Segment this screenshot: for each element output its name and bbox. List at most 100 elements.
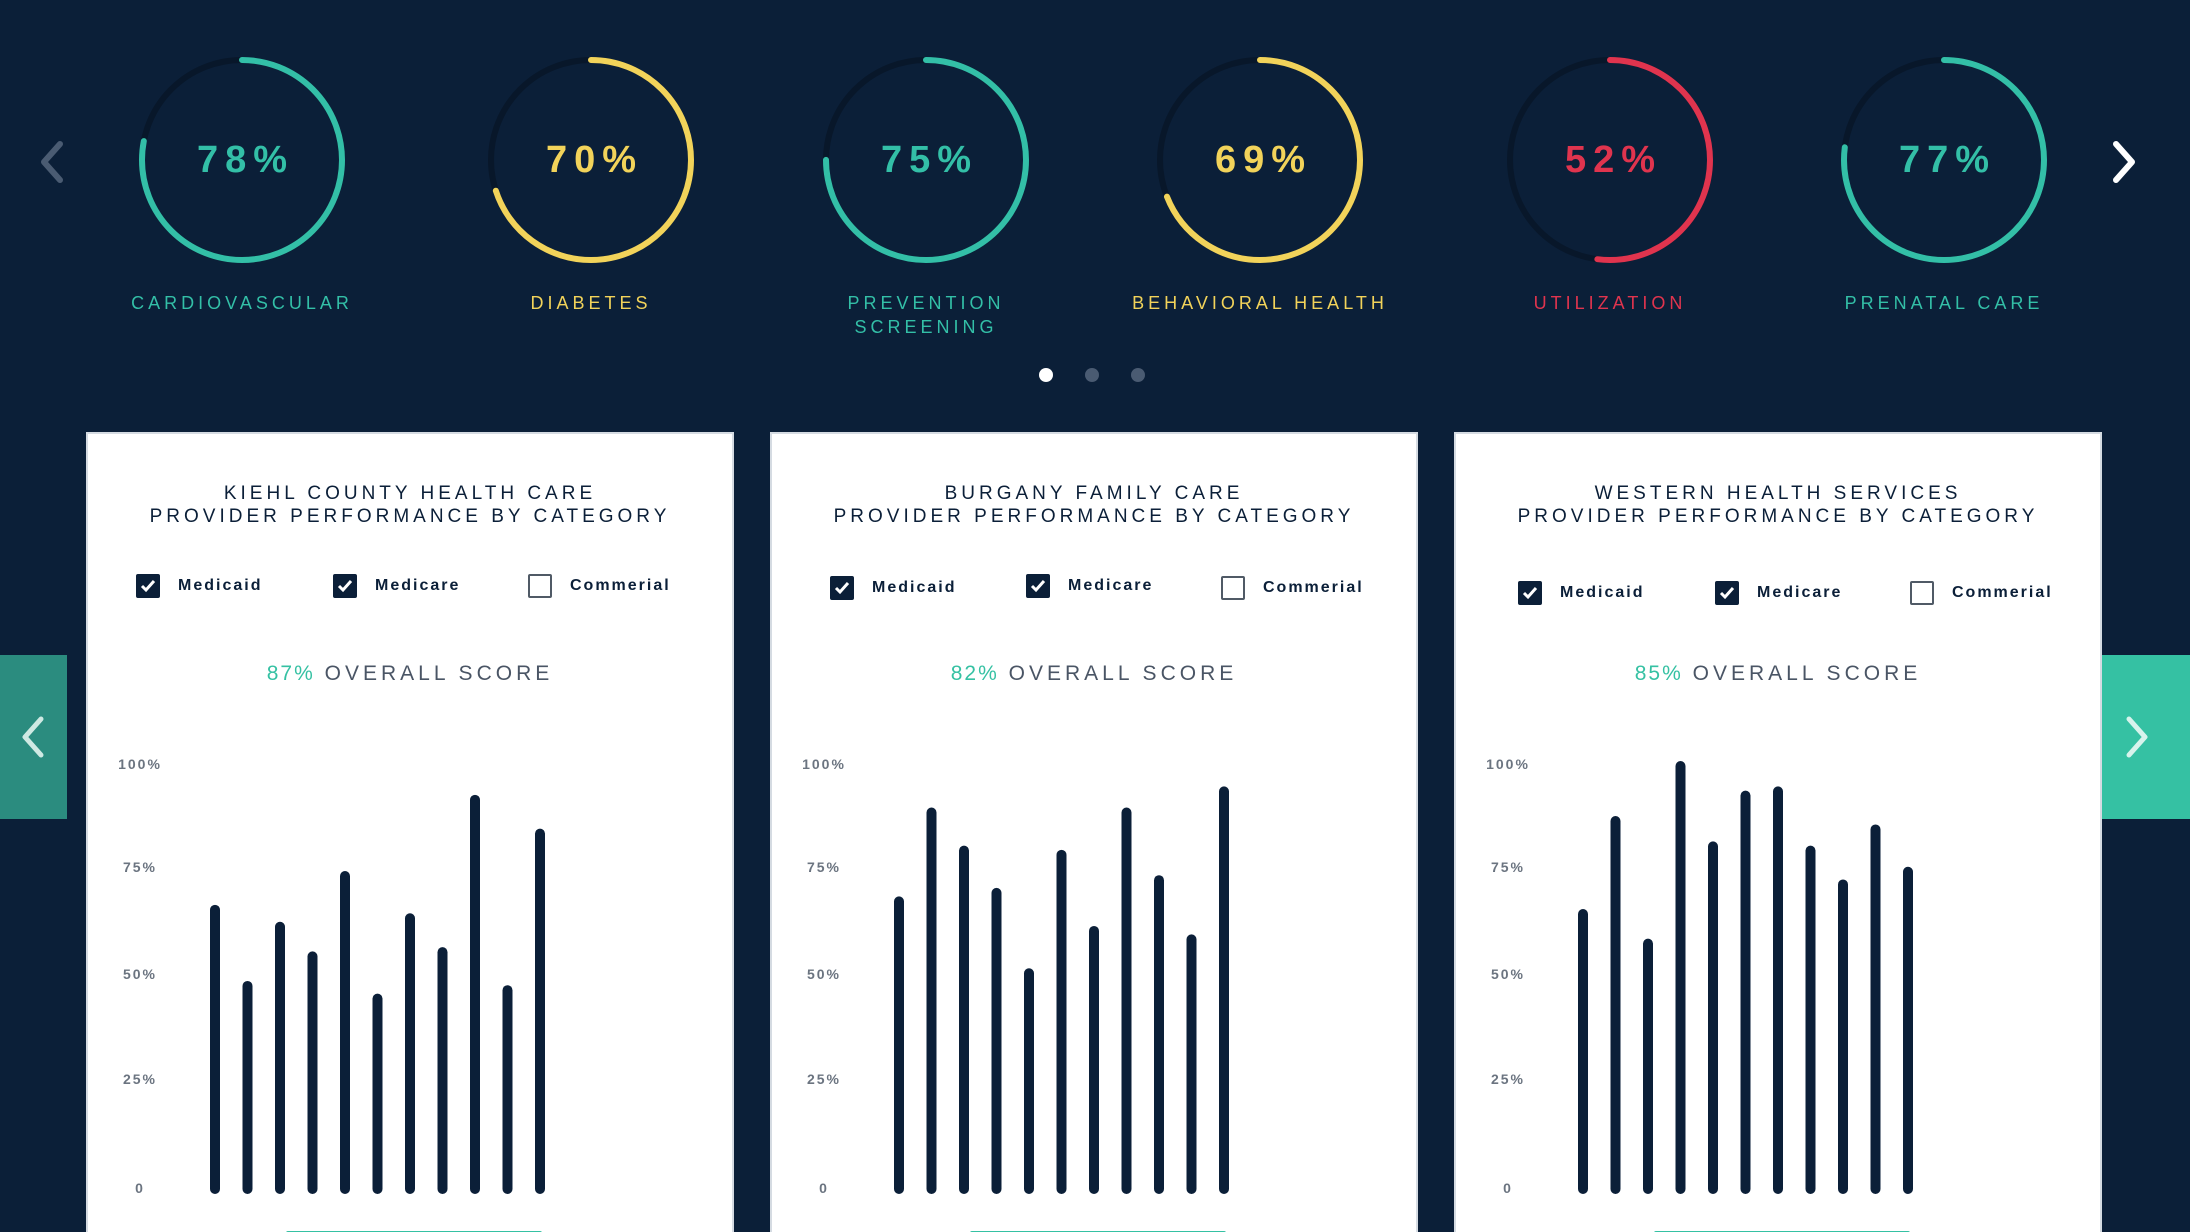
gauge-prevention-screening[interactable]: 75% PREVENTION SCREENING	[806, 50, 1046, 339]
check-icon	[1030, 580, 1046, 593]
gauge-ring	[488, 57, 694, 263]
y-tick-label: 75%	[122, 859, 158, 875]
checkbox-medicare[interactable]	[1026, 574, 1050, 598]
y-tick-label: 0	[1503, 1180, 1513, 1196]
chevron-left-icon	[22, 716, 43, 758]
card-title-line: WESTERN HEALTH SERVICES	[1594, 483, 1962, 504]
y-tick-label: 25%	[1490, 1071, 1526, 1087]
gauge-label: PREVENTION SCREENING	[847, 293, 1005, 337]
checkbox-medicaid[interactable]	[136, 574, 160, 598]
legend-medicaid[interactable]: Medicaid	[136, 574, 262, 598]
provider-card: BURGANY FAMILY CARE PROVIDER PERFORMANCE…	[770, 432, 1418, 1232]
legend-medicare[interactable]: Medicare	[1715, 581, 1842, 605]
gauge-utilization[interactable]: 52% UTILIZATION	[1490, 50, 1730, 315]
y-tick-label: 0	[819, 1180, 829, 1196]
y-tick-label: 50%	[122, 966, 158, 982]
card-title-line: BURGANY FAMILY CARE	[944, 483, 1244, 504]
gauge-label: PRENATAL CARE	[1844, 293, 2044, 313]
gauge-value: 69%	[1214, 139, 1313, 181]
y-tick-label: 100%	[802, 756, 846, 772]
gauge-label: UTILIZATION	[1533, 293, 1687, 313]
overall-score-label: OVERALL SCORE	[1008, 662, 1238, 685]
gauge-label: BEHAVIORAL HEALTH	[1132, 293, 1388, 313]
legend-medicare[interactable]: Medicare	[1026, 574, 1153, 598]
carousel-next-button[interactable]	[2108, 140, 2138, 184]
gauge-carousel: 78% CARDIOVASCULAR 70% DIABETES 75% PREV…	[0, 50, 2190, 350]
gauge-arc	[1507, 57, 1713, 263]
legend: Medicaid Medicare Commerial	[772, 574, 1416, 604]
card-subtitle-line: PROVIDER PERFORMANCE BY CATEGORY	[1517, 506, 2039, 527]
checkbox-medicaid[interactable]	[830, 576, 854, 600]
gauge-arc	[1157, 57, 1363, 263]
checkbox-commercial[interactable]	[1910, 581, 1934, 605]
pagination-dot[interactable]	[1131, 368, 1145, 382]
overall-score-label: OVERALL SCORE	[1692, 662, 1922, 685]
gauge-diabetes[interactable]: 70% DIABETES	[471, 50, 711, 315]
y-tick-label: 75%	[1490, 859, 1526, 875]
gauge-cardiovascular[interactable]: 78% CARDIOVASCULAR	[122, 50, 362, 315]
y-tick-label: 100%	[1486, 756, 1530, 772]
card-subtitle-line: PROVIDER PERFORMANCE BY CATEGORY	[149, 506, 671, 527]
gauge-arc	[139, 57, 345, 263]
bar-chart: 0 25% 50% 75% 100%	[88, 734, 736, 1232]
gauge-value: 52%	[1564, 139, 1663, 181]
y-tick-label: 75%	[806, 859, 842, 875]
legend-commercial[interactable]: Commerial	[1910, 581, 2053, 605]
checkbox-medicare[interactable]	[1715, 581, 1739, 605]
checkbox-medicare[interactable]	[333, 574, 357, 598]
overall-score-value: 87%	[266, 662, 315, 685]
pagination-dot[interactable]	[1039, 368, 1053, 382]
check-icon	[140, 580, 156, 593]
gauge-arc	[823, 57, 1029, 263]
legend-commercial[interactable]: Commerial	[528, 574, 671, 598]
check-icon	[1522, 587, 1538, 600]
legend-medicaid[interactable]: Medicaid	[1518, 581, 1644, 605]
checkbox-commercial[interactable]	[528, 574, 552, 598]
gauge-prenatal-care[interactable]: 77% PRENATAL CARE	[1824, 50, 2064, 315]
gauge-label: CARDIOVASCULAR	[131, 293, 353, 313]
chevron-right-icon	[2126, 716, 2148, 758]
gauge-value: 75%	[880, 139, 979, 181]
bars	[210, 794, 545, 1194]
pagination-dot[interactable]	[1085, 368, 1099, 382]
bars	[894, 786, 1229, 1194]
check-icon	[1719, 587, 1735, 600]
bars	[1578, 761, 1913, 1194]
gauge-value: 78%	[196, 139, 295, 181]
gauge-ring	[1507, 57, 1713, 263]
gauge-value: 70%	[545, 139, 644, 181]
y-tick-label: 50%	[1490, 966, 1526, 982]
bar-chart: 0 25% 50% 75% 100%	[772, 734, 1420, 1232]
chevron-left-icon	[41, 141, 63, 183]
card-title: KIEHL COUNTY HEALTH CARE PROVIDER PERFOR…	[88, 482, 732, 528]
y-tick-label: 0	[135, 1180, 145, 1196]
overall-score: 85% OVERALL SCORE	[1456, 662, 2100, 686]
overall-score: 82% OVERALL SCORE	[772, 662, 1416, 686]
legend-commercial[interactable]: Commerial	[1221, 576, 1364, 600]
overall-score-value: 82%	[950, 662, 999, 685]
card-subtitle-line: PROVIDER PERFORMANCE BY CATEGORY	[833, 506, 1355, 527]
legend-medicare[interactable]: Medicare	[333, 574, 460, 598]
gauge-label: DIABETES	[530, 293, 652, 313]
card-title: WESTERN HEALTH SERVICES PROVIDER PERFORM…	[1456, 482, 2100, 528]
checkbox-medicaid[interactable]	[1518, 581, 1542, 605]
gauge-ring	[139, 57, 345, 263]
checkbox-commercial[interactable]	[1221, 576, 1245, 600]
check-icon	[337, 580, 353, 593]
y-tick-label: 25%	[122, 1071, 158, 1087]
cards-prev-button[interactable]	[0, 655, 67, 819]
legend: Medicaid Medicare Commerial	[1456, 574, 2100, 605]
gauge-ring	[1157, 57, 1363, 263]
provider-card: WESTERN HEALTH SERVICES PROVIDER PERFORM…	[1454, 432, 2102, 1232]
legend-medicaid[interactable]: Medicaid	[830, 576, 956, 600]
gauge-ring	[1841, 57, 2047, 263]
legend: Medicaid Medicare Commerial	[88, 574, 732, 604]
y-tick-label: 50%	[806, 966, 842, 982]
gauge-value: 77%	[1898, 139, 1997, 181]
legend-label: Medicaid	[178, 577, 263, 594]
carousel-prev-button[interactable]	[38, 140, 68, 184]
legend-label: Commerial	[1263, 579, 1364, 596]
carousel-pagination	[1039, 368, 1145, 382]
gauge-behavioral-health[interactable]: 69% BEHAVIORAL HEALTH	[1132, 50, 1384, 315]
legend-label: Commerial	[1952, 584, 2053, 601]
